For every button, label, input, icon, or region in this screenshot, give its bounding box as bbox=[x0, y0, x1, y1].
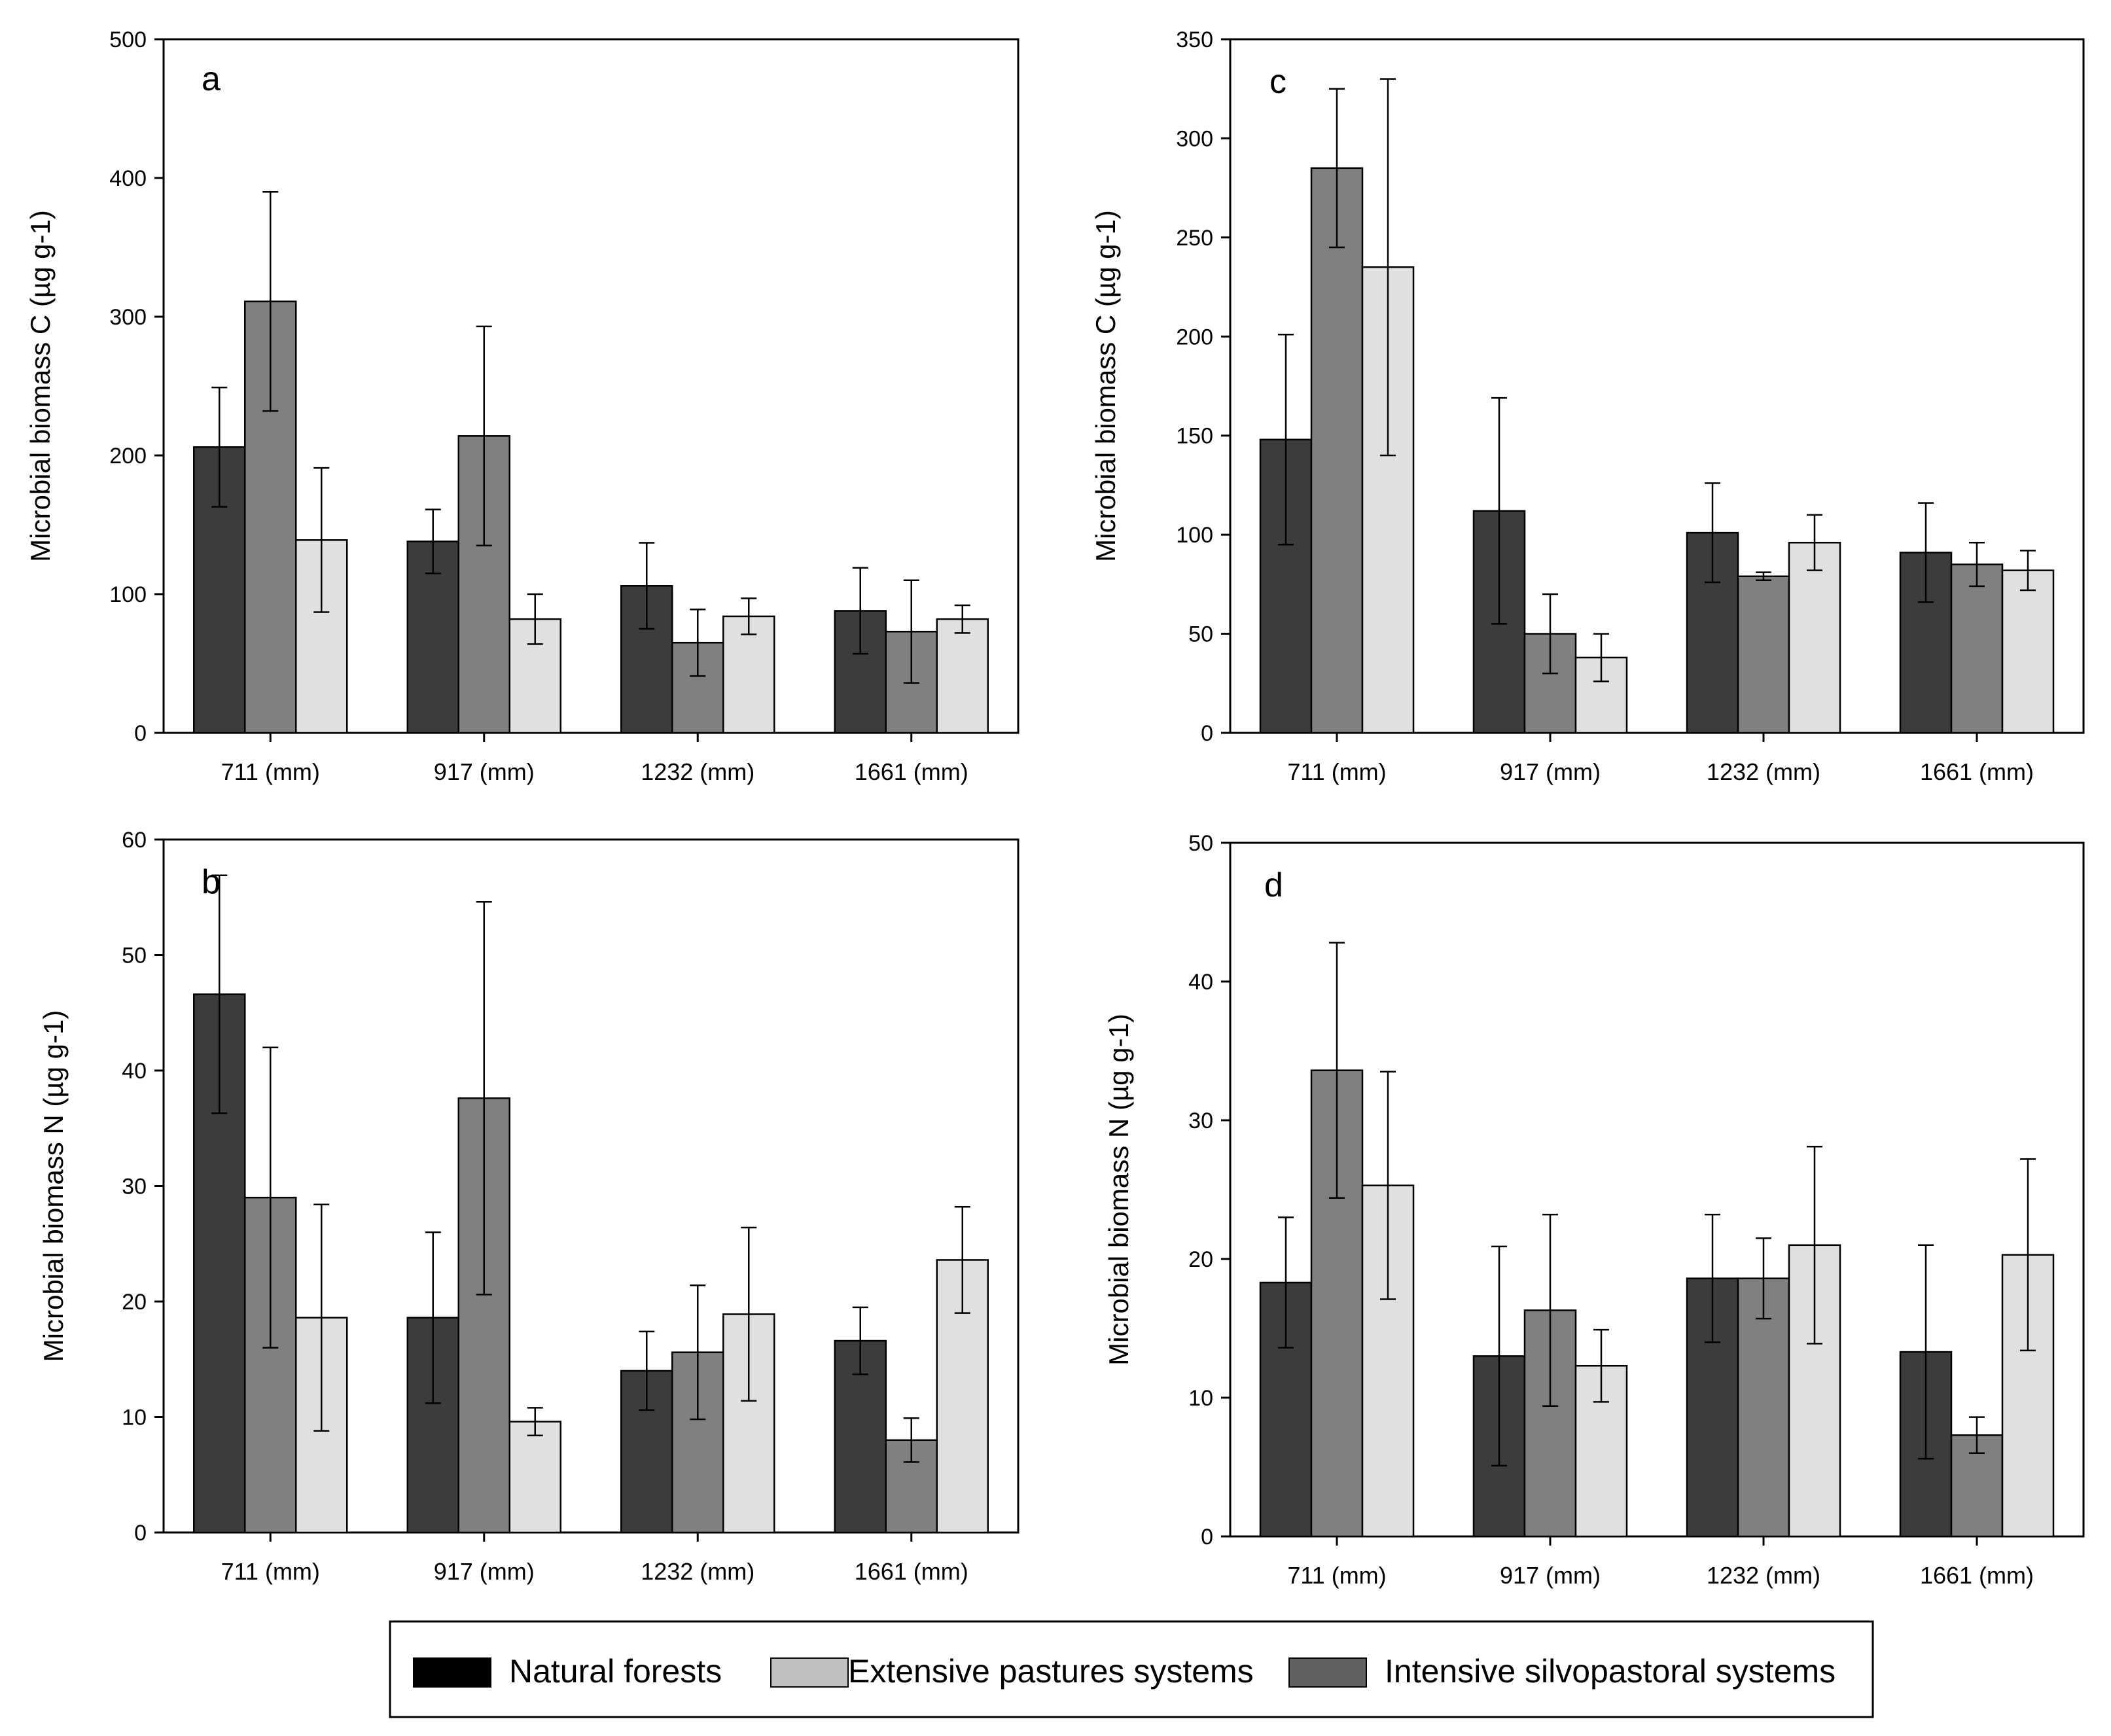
x-tick-label: 917 (mm) bbox=[1500, 758, 1601, 785]
y-tick-label: 300 bbox=[109, 305, 147, 330]
x-tick-label: 711 (mm) bbox=[221, 758, 320, 785]
x-tick-label: 1232 (mm) bbox=[1707, 1562, 1820, 1589]
y-tick-label: 350 bbox=[1176, 27, 1213, 52]
y-tick-label: 40 bbox=[1188, 970, 1213, 995]
y-tick-label: 200 bbox=[1176, 325, 1213, 349]
legend: Natural forests Extensive pastures syste… bbox=[389, 1620, 1874, 1718]
bar bbox=[2001, 569, 2055, 734]
bar bbox=[1788, 542, 1841, 734]
y-tick-label: 0 bbox=[1201, 721, 1213, 746]
panel-letter: c bbox=[1269, 63, 1286, 101]
y-tick-label: 20 bbox=[1188, 1247, 1213, 1272]
y-tick-label: 10 bbox=[1188, 1386, 1213, 1411]
legend-label-natural-forests: Natural forests bbox=[509, 1653, 722, 1690]
x-tick-label: 711 (mm) bbox=[1287, 1562, 1386, 1589]
y-tick-label: 0 bbox=[134, 721, 147, 746]
panel-letter: d bbox=[1264, 866, 1283, 904]
y-axis-title: Microbial biomass N (µg g-1) bbox=[38, 1010, 69, 1362]
x-tick-label: 1232 (mm) bbox=[1707, 758, 1820, 785]
plot-frame bbox=[1229, 38, 2085, 734]
bar bbox=[1737, 575, 1790, 734]
y-tick-label: 100 bbox=[109, 582, 147, 607]
x-tick-label: 711 (mm) bbox=[221, 1558, 320, 1585]
legend-swatch-intensive-silvopastoral bbox=[1288, 1657, 1367, 1688]
y-tick-label: 500 bbox=[109, 27, 147, 52]
y-tick-label: 60 bbox=[122, 828, 147, 853]
y-tick-label: 100 bbox=[1176, 523, 1213, 548]
y-tick-label: 0 bbox=[1201, 1525, 1213, 1550]
panel-c: 0 50 100 150 200 250 300 350 Microbial biomass C… bbox=[1090, 27, 2085, 785]
legend-box bbox=[389, 1620, 1874, 1718]
y-tick-label: 30 bbox=[1188, 1108, 1213, 1133]
legend-swatch-extensive-pastures bbox=[770, 1657, 849, 1688]
y-axis-title: Microbial biomass C (µg g-1) bbox=[25, 210, 56, 562]
y-axis-title: Microbial biomass N (µg g-1) bbox=[1103, 1014, 1134, 1366]
panel-letter: b bbox=[202, 863, 221, 901]
bar bbox=[722, 615, 775, 734]
panel-a: 0 100 200 300 400 500 Microbial biomass C (µg … bbox=[25, 27, 1020, 785]
bar bbox=[936, 618, 989, 734]
y-tick-label: 300 bbox=[1176, 126, 1213, 151]
x-tick-label: 917 (mm) bbox=[434, 1558, 535, 1585]
x-tick-label: 1661 (mm) bbox=[1920, 758, 2034, 785]
y-tick-label: 40 bbox=[122, 1059, 147, 1084]
x-tick-label: 1232 (mm) bbox=[641, 758, 754, 785]
y-tick-label: 50 bbox=[1188, 622, 1213, 647]
legend-swatch-natural-forests bbox=[413, 1657, 491, 1688]
y-tick-label: 50 bbox=[1188, 831, 1213, 856]
x-tick-label: 1232 (mm) bbox=[641, 1558, 754, 1585]
x-tick-label: 1661 (mm) bbox=[855, 758, 968, 785]
y-tick-label: 250 bbox=[1176, 226, 1213, 251]
y-tick-label: 10 bbox=[122, 1406, 147, 1430]
y-tick-label: 50 bbox=[122, 944, 147, 968]
x-tick-label: 1661 (mm) bbox=[1920, 1562, 2034, 1589]
y-tick-label: 30 bbox=[122, 1175, 147, 1199]
y-tick-label: 20 bbox=[122, 1290, 147, 1315]
y-axis-title: Microbial biomass C (µg g-1) bbox=[1090, 210, 1121, 562]
y-tick-label: 400 bbox=[109, 166, 147, 191]
legend-label-extensive-pastures: Extensive pastures systems bbox=[848, 1653, 1254, 1690]
x-tick-label: 917 (mm) bbox=[434, 758, 535, 785]
x-tick-label: 917 (mm) bbox=[1500, 1562, 1601, 1589]
bar bbox=[1310, 167, 1364, 734]
y-tick-label: 0 bbox=[134, 1521, 147, 1546]
y-tick-label: 200 bbox=[109, 444, 147, 469]
bar bbox=[1950, 563, 2004, 734]
plot-frame bbox=[1229, 841, 2085, 1538]
legend-label-intensive-silvopastoral: Intensive silvopastoral systems bbox=[1385, 1653, 1836, 1690]
panel-b: 0 10 20 30 40 50 60 Microbial biomass N (µg g-1… bbox=[38, 828, 1020, 1585]
panel-letter: a bbox=[202, 60, 221, 98]
y-tick-label: 150 bbox=[1176, 424, 1213, 449]
x-tick-label: 1661 (mm) bbox=[855, 1558, 968, 1585]
plot-frame bbox=[162, 38, 1020, 734]
bar bbox=[1737, 1277, 1790, 1538]
bar bbox=[508, 1421, 561, 1534]
x-tick-label: 711 (mm) bbox=[1287, 758, 1386, 785]
panel-d: 0 10 20 30 40 50 Microbial biomass N (µg g-1) d… bbox=[1103, 831, 2085, 1589]
